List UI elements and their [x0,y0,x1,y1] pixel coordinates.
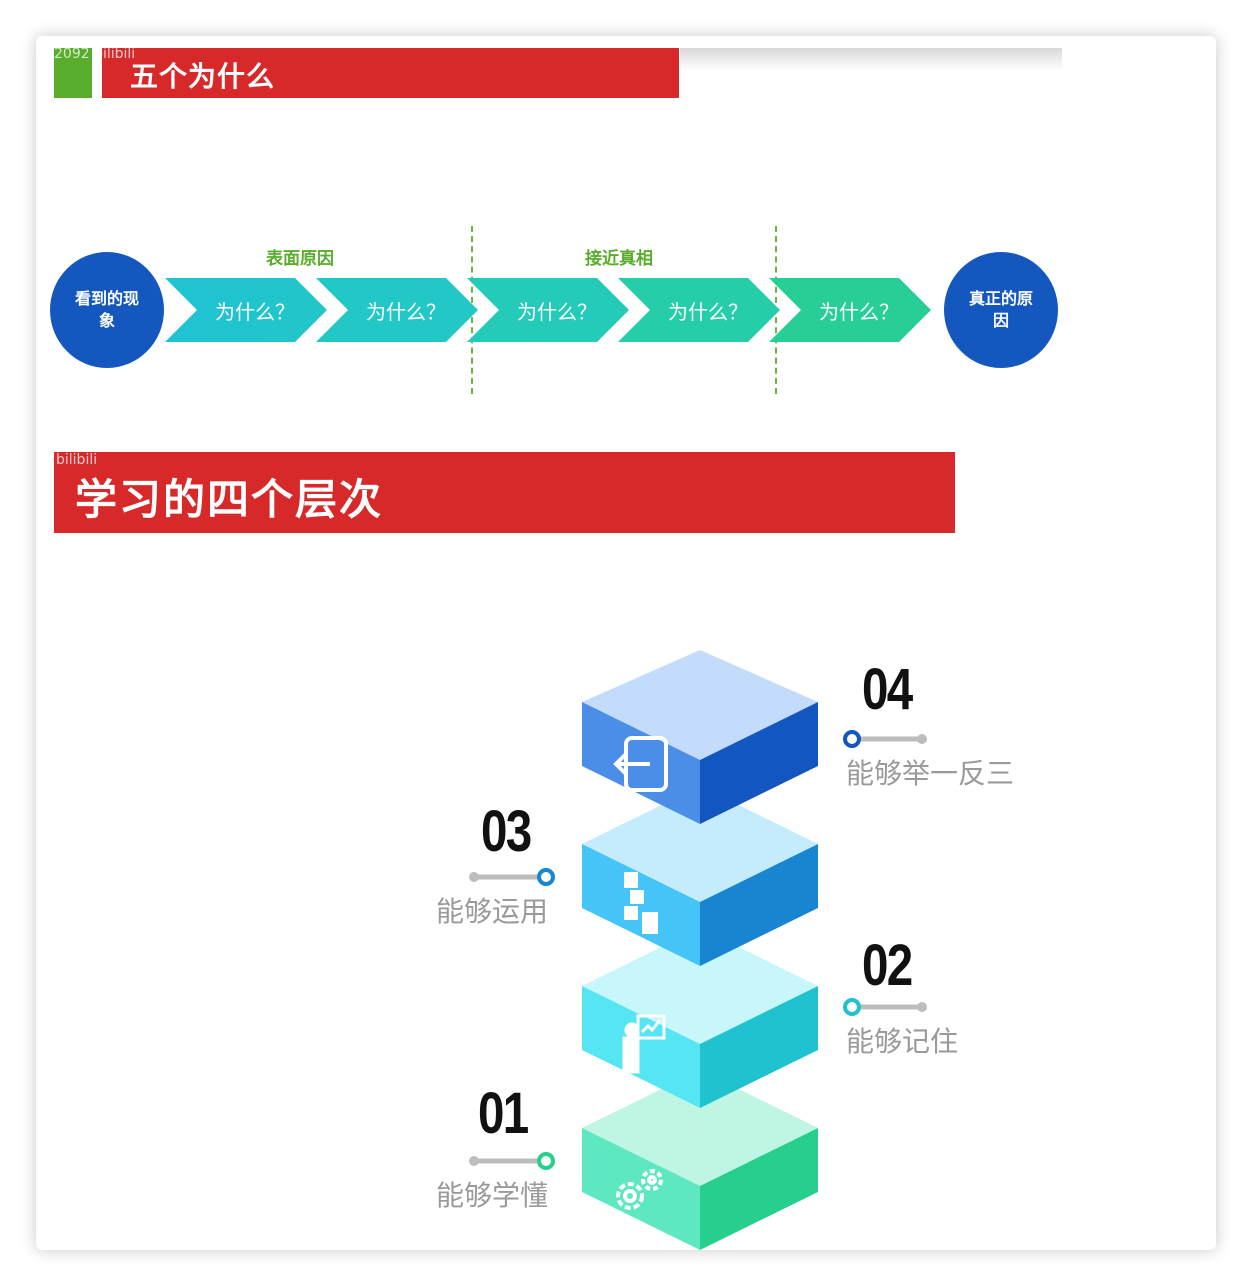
connector-02 [843,998,927,1016]
group-label-near-truth: 接近真相 [585,249,653,269]
start-circle: 看到的现象 [50,252,164,368]
why-step: 为什么？ [769,278,931,342]
watermark: 2092 bilibili [54,46,136,62]
top-divider [680,48,1062,70]
section2-header-bar [54,452,955,533]
level-number-02: 02 [862,933,913,998]
why-step: 为什么？ [165,278,327,342]
level-number-03: 03 [481,799,532,864]
group-label-surface: 表面原因 [266,249,334,269]
exit-arrow-icon [613,736,668,792]
level-stack [582,650,818,1250]
connector-01 [469,1152,555,1170]
presenter-icon [622,1014,666,1074]
why-step: 为什么？ [316,278,478,342]
header-accent-block [54,48,92,98]
watermark: bilibili [56,452,98,468]
why-step-label: 为什么？ [215,299,295,324]
level-label-01: 能够学懂 [436,1179,549,1212]
why-step: 为什么？ [618,278,780,342]
section1-header-bar [102,48,679,98]
level-block-4 [582,650,818,824]
level-block-3 [582,786,818,966]
level-number-04: 04 [862,657,913,722]
start-circle-label: 看到的现象 [75,289,140,330]
why-step-label: 为什么？ [668,299,748,324]
why-step-label: 为什么？ [819,299,899,324]
puzzle-icon [624,872,658,934]
end-circle: 真正的原因 [944,252,1058,368]
connector-04 [843,730,927,748]
level-label-04: 能够举一反三 [846,757,1015,790]
end-circle-label: 真正的原因 [969,289,1034,330]
level-label-03: 能够运用 [436,895,549,928]
gears-icon [616,1169,663,1210]
level-label-02: 能够记住 [846,1025,959,1058]
why-step: 为什么？ [467,278,629,342]
section1-title: 五个为什么 [130,60,276,93]
why-step-label: 为什么？ [366,299,446,324]
section2-title: 学习的四个层次 [75,475,384,524]
connector-03 [469,868,555,886]
level-number-01: 01 [478,1081,529,1146]
why-step-label: 为什么？ [517,299,597,324]
